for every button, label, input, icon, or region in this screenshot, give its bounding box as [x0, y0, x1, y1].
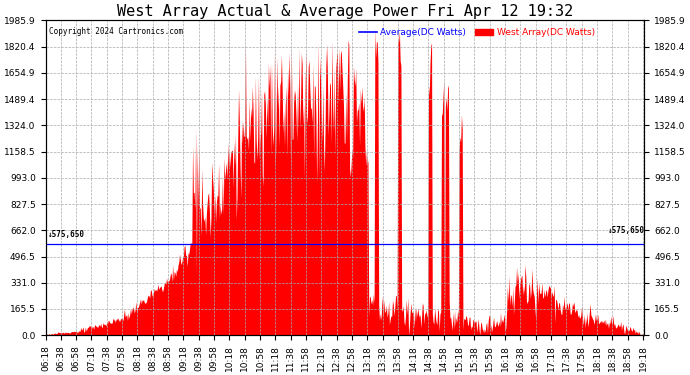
Legend: Average(DC Watts), West Array(DC Watts): Average(DC Watts), West Array(DC Watts): [355, 25, 598, 41]
Text: ↓575,650: ↓575,650: [47, 230, 84, 239]
Title: West Array Actual & Average Power Fri Apr 12 19:32: West Array Actual & Average Power Fri Ap…: [117, 4, 573, 19]
Text: Copyright 2024 Cartronics.com: Copyright 2024 Cartronics.com: [48, 27, 183, 36]
Text: ↓575,650: ↓575,650: [607, 225, 644, 234]
